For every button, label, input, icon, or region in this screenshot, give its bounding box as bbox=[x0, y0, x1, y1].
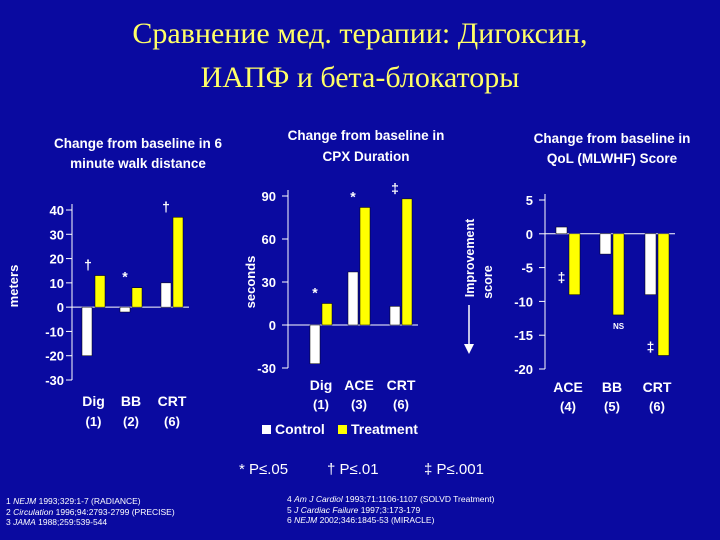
chart-2-bar-control-crt bbox=[389, 306, 401, 326]
references-left: 1 NEJM 1993;329:1-7 (RADIANCE) 2 Circulat… bbox=[6, 496, 175, 528]
chart-1-bar-control-dig bbox=[81, 306, 93, 356]
chart-2-tick-label: 60 bbox=[262, 232, 276, 247]
chart-3-bar-treatment-crt bbox=[657, 233, 670, 356]
chart-3-ref-crt: (6) bbox=[649, 399, 665, 414]
improvement-arrow-head bbox=[464, 344, 474, 354]
chart-1-tick-label: 40 bbox=[50, 203, 64, 218]
chart-2-tick-label: 90 bbox=[262, 189, 276, 204]
chart-2-annotation-crt: ‡ bbox=[391, 180, 399, 196]
chart-3-tick-label: -20 bbox=[514, 362, 533, 377]
chart-1-tick-label: 10 bbox=[50, 276, 64, 291]
significance-p05: * P≤.05 bbox=[239, 461, 289, 478]
chart-2-bar-control-dig bbox=[309, 324, 321, 364]
chart-3-annotation-crt: ‡ bbox=[647, 338, 655, 354]
chart-2-bar-treatment-crt bbox=[401, 198, 413, 326]
chart-1-bar-treatment-crt bbox=[172, 217, 184, 308]
chart-1-annotation-dig: † bbox=[84, 257, 92, 273]
chart-1-annotation-crt: † bbox=[162, 198, 170, 214]
chart-2-ref-ace: (3) bbox=[351, 397, 367, 412]
chart-3-tick-label: -10 bbox=[514, 294, 533, 309]
chart-1-y-label: meters bbox=[6, 265, 21, 308]
chart-3-title-line-2: QoL (MLWHF) Score bbox=[547, 151, 678, 166]
chart-2-category-crt: CRT bbox=[387, 377, 416, 393]
chart-2-tick-label: 30 bbox=[262, 275, 276, 290]
chart-2-title-line-2: CPX Duration bbox=[322, 149, 409, 164]
chart-2-tick-label: 0 bbox=[269, 318, 276, 333]
legend-label-treatment: Treatment bbox=[351, 421, 418, 437]
chart-3-ref-bb: (5) bbox=[604, 399, 620, 414]
left-reference-3: 3 JAMA 1988;259:539-544 bbox=[6, 517, 108, 527]
chart-3-tick-label: -15 bbox=[514, 328, 533, 343]
references-right: 4 Am J Cardiol 1993;71:1106-1107 (SOLVD … bbox=[287, 494, 494, 526]
chart-2-bar-treatment-dig bbox=[321, 303, 333, 326]
chart-1-tick-label: -30 bbox=[45, 373, 64, 388]
chart-3-tick-label: -5 bbox=[521, 261, 533, 276]
chart-2-bar-treatment-ace bbox=[359, 207, 371, 326]
chart-2-category-ace: ACE bbox=[344, 377, 374, 393]
chart-1-tick-label: 30 bbox=[50, 227, 64, 242]
chart-1-category-bb: BB bbox=[121, 393, 141, 409]
chart-3-bar-control-ace bbox=[555, 226, 568, 235]
chart-3-bar-control-bb bbox=[599, 233, 612, 255]
legend-swatch-treatment bbox=[338, 425, 347, 434]
chart-2-annotation-dig: * bbox=[312, 285, 318, 301]
improvement-label-word-2: score bbox=[481, 265, 495, 298]
chart-2-tick-label: -30 bbox=[257, 361, 276, 376]
chart-1-bar-treatment-bb bbox=[131, 287, 143, 308]
chart-3-tick-label: 0 bbox=[526, 227, 533, 242]
chart-1-tick-label: 20 bbox=[50, 252, 64, 267]
right-reference-6: 6 NEJM 2002;346:1845-53 (MIRACLE) bbox=[287, 515, 435, 525]
chart-1-bar-control-crt bbox=[160, 282, 172, 308]
chart-3-category-bb: BB bbox=[602, 379, 622, 395]
chart-2-ref-crt: (6) bbox=[393, 397, 409, 412]
right-reference-5: 5 J Cardiac Failure 1997;3:173-179 bbox=[287, 504, 421, 515]
chart-1-title-line-2: minute walk distance bbox=[70, 156, 206, 171]
chart-1-tick-label: -20 bbox=[45, 349, 64, 364]
chart-3-bar-treatment-bb bbox=[612, 233, 625, 316]
chart-1-annotation-bb: * bbox=[122, 269, 128, 285]
significance-p001: ‡ P≤.001 bbox=[424, 461, 484, 478]
left-reference-1: 1 NEJM 1993;329:1-7 (RADIANCE) bbox=[6, 496, 141, 506]
chart-1-tick-label: -10 bbox=[45, 324, 64, 339]
chart-1-title-line-1: Change from baseline in 6 bbox=[54, 136, 223, 151]
chart-1-bar-control-bb bbox=[119, 306, 131, 313]
chart-3-bar-control-crt bbox=[644, 233, 657, 295]
right-reference-4: 4 Am J Cardiol 1993;71:1106-1107 (SOLVD … bbox=[287, 494, 495, 504]
slide-title-line-2: ИАПФ и бета-блокаторы bbox=[200, 61, 520, 94]
chart-3-tick-label: 5 bbox=[526, 193, 533, 208]
chart-1-category-dig: Dig bbox=[82, 393, 105, 409]
chart-2-annotation-ace: * bbox=[350, 188, 356, 204]
chart-3-annotation-bb: NS bbox=[613, 322, 625, 331]
chart-1-ref-crt: (6) bbox=[164, 414, 180, 429]
chart-3-annotation-ace: ‡ bbox=[558, 269, 566, 285]
chart-2-title-line-1: Change from baseline in bbox=[288, 128, 445, 143]
chart-3-ref-ace: (4) bbox=[560, 399, 576, 414]
chart-1-ref-bb: (2) bbox=[123, 414, 139, 429]
chart-3-title-line-1: Change from baseline in bbox=[534, 131, 691, 146]
legend-swatch-control bbox=[262, 425, 271, 434]
chart-1-bar-treatment-dig bbox=[94, 275, 106, 308]
slide-title-line-1: Сравнение мед. терапии: Дигоксин, bbox=[132, 17, 588, 50]
chart-3-category-ace: ACE bbox=[553, 379, 583, 395]
chart-2-category-dig: Dig bbox=[310, 377, 333, 393]
significance-p01: † P≤.01 bbox=[327, 461, 379, 478]
improvement-label-word-1: Improvement bbox=[463, 218, 477, 297]
chart-1-ref-dig: (1) bbox=[86, 414, 102, 429]
left-reference-2: 2 Circulation 1996;94:2793-2799 (PRECISE… bbox=[6, 506, 175, 517]
legend-label-control: Control bbox=[275, 421, 325, 437]
chart-1-category-crt: CRT bbox=[158, 393, 187, 409]
chart-2-bar-control-ace bbox=[347, 271, 359, 326]
chart-2-ref-dig: (1) bbox=[313, 397, 329, 412]
chart-1-tick-label: 0 bbox=[57, 300, 64, 315]
chart-3-category-crt: CRT bbox=[643, 379, 672, 395]
chart-3-bar-treatment-ace bbox=[568, 233, 581, 295]
chart-2-y-label: seconds bbox=[243, 256, 258, 309]
